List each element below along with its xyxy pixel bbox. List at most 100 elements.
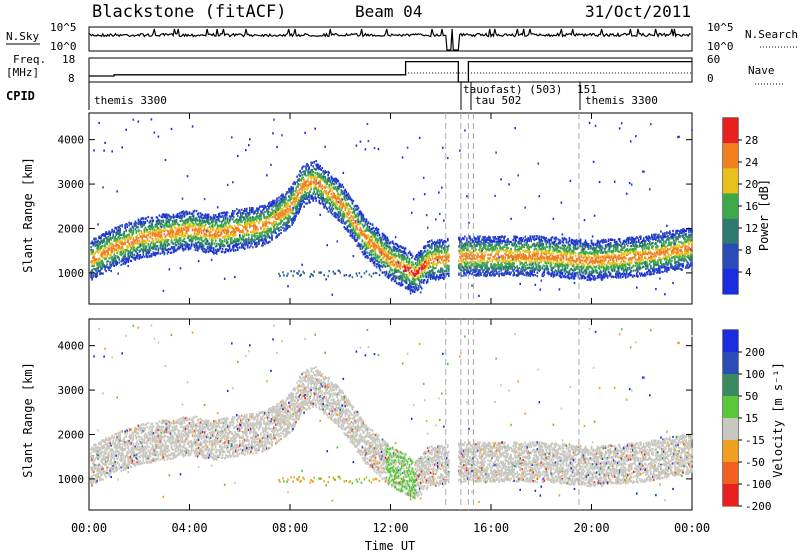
- echo-cell: [393, 249, 396, 252]
- echo-cell: [164, 216, 167, 219]
- echo-cell: [111, 236, 113, 239]
- echo-cell: [285, 196, 287, 199]
- echo-cell: [127, 235, 129, 238]
- echo-cell: [225, 211, 228, 214]
- echo-cell: [194, 217, 197, 220]
- echo-cell: [290, 191, 292, 194]
- echo-cell: [286, 202, 288, 205]
- echo-cell: [396, 265, 399, 268]
- echo-cell: [94, 258, 96, 261]
- echo-cell: [397, 261, 400, 264]
- echo-cell: [326, 195, 328, 198]
- echo-cell: [151, 246, 154, 249]
- echo-cell: [168, 225, 171, 228]
- echo-cell: [326, 199, 328, 202]
- echo-cell: [100, 235, 102, 238]
- echo-cell: [315, 199, 317, 202]
- echo-cell: [172, 248, 175, 251]
- echo-cell: [321, 192, 323, 195]
- echo-cell: [313, 270, 315, 273]
- echo-cell: [423, 279, 426, 282]
- echo-cell: [219, 238, 222, 241]
- echo-cell: [205, 237, 208, 241]
- echo-cell: [399, 267, 402, 270]
- echo-cell: [311, 195, 313, 198]
- echo-cell: [165, 238, 168, 241]
- echo-cell: [101, 253, 103, 256]
- echo-cell: [347, 229, 350, 232]
- echo-cell: [180, 229, 183, 232]
- echo-cell: [162, 220, 165, 223]
- echo-cell: [119, 241, 121, 245]
- echo-cell: [246, 228, 248, 231]
- echo-cell: [138, 246, 141, 249]
- echo-cell: [298, 202, 300, 205]
- echo-cell: [214, 230, 217, 233]
- echo-cell: [311, 170, 313, 173]
- echo-cell: [181, 219, 184, 223]
- echo-cell: [102, 265, 104, 268]
- echo-cell: [253, 223, 255, 226]
- echo-cell: [112, 233, 114, 236]
- echo-cell: [325, 190, 327, 193]
- echo-cell: [172, 213, 175, 216]
- echo-cell: [278, 233, 280, 236]
- echo-cell: [321, 175, 323, 178]
- echo-cell: [322, 191, 324, 194]
- echo-cell: [187, 248, 190, 251]
- echo-cell: [172, 242, 175, 245]
- echo-cell: [211, 225, 214, 228]
- echo-cell: [295, 199, 297, 202]
- echo-cell: [224, 213, 227, 216]
- noise-left-tick-bottom: 10^0: [50, 40, 77, 53]
- echo-cell: [214, 235, 217, 238]
- echo-cell: [198, 244, 201, 248]
- echo-cell: [104, 256, 106, 259]
- echo-cell: [129, 227, 132, 230]
- echo-cell: [146, 239, 149, 242]
- echo-cell: [307, 174, 309, 177]
- echo-cell: [310, 164, 312, 167]
- noise-panel-frame: [88, 26, 693, 52]
- echo-cell: [296, 181, 298, 184]
- echo-cell: [235, 239, 237, 242]
- echo-cell: [284, 201, 286, 204]
- echo-cell: [310, 161, 312, 164]
- echo-cell: [321, 187, 323, 190]
- echo-cell: [129, 259, 132, 262]
- echo-cell: [110, 242, 112, 245]
- echo-cell: [298, 211, 300, 214]
- echo-cell: [144, 247, 147, 250]
- echo-cell: [335, 203, 338, 206]
- echo-cell: [152, 219, 155, 222]
- echo-cell: [286, 192, 288, 195]
- echo-cell: [233, 232, 235, 235]
- echo-cell: [420, 250, 423, 253]
- echo-cell: [256, 215, 258, 218]
- echo-cell: [219, 241, 222, 244]
- echo-cell: [188, 211, 191, 214]
- echo-cell: [305, 183, 307, 186]
- echo-cell: [400, 260, 403, 263]
- echo-cell: [283, 274, 285, 277]
- echo-cell: [269, 221, 271, 224]
- echo-cell: [127, 246, 129, 249]
- echo-cell: [249, 221, 251, 224]
- echo-cell: [225, 231, 228, 234]
- echo-cell: [232, 210, 234, 213]
- echo-cell: [292, 217, 294, 220]
- echo-cell: [320, 174, 322, 177]
- echo-cell: [218, 214, 221, 218]
- echo-cell: [105, 250, 107, 253]
- echo-cell: [352, 218, 355, 221]
- echo-cell: [168, 243, 171, 246]
- echo-cell: [237, 238, 239, 241]
- echo-cell: [171, 229, 174, 232]
- echo-cell: [136, 239, 139, 242]
- echo-cell: [246, 213, 248, 216]
- echo-cell: [172, 246, 175, 249]
- echo-cell: [137, 230, 140, 233]
- echo-cell: [212, 251, 215, 254]
- echo-cell: [110, 257, 112, 260]
- echo-cell: [228, 247, 231, 250]
